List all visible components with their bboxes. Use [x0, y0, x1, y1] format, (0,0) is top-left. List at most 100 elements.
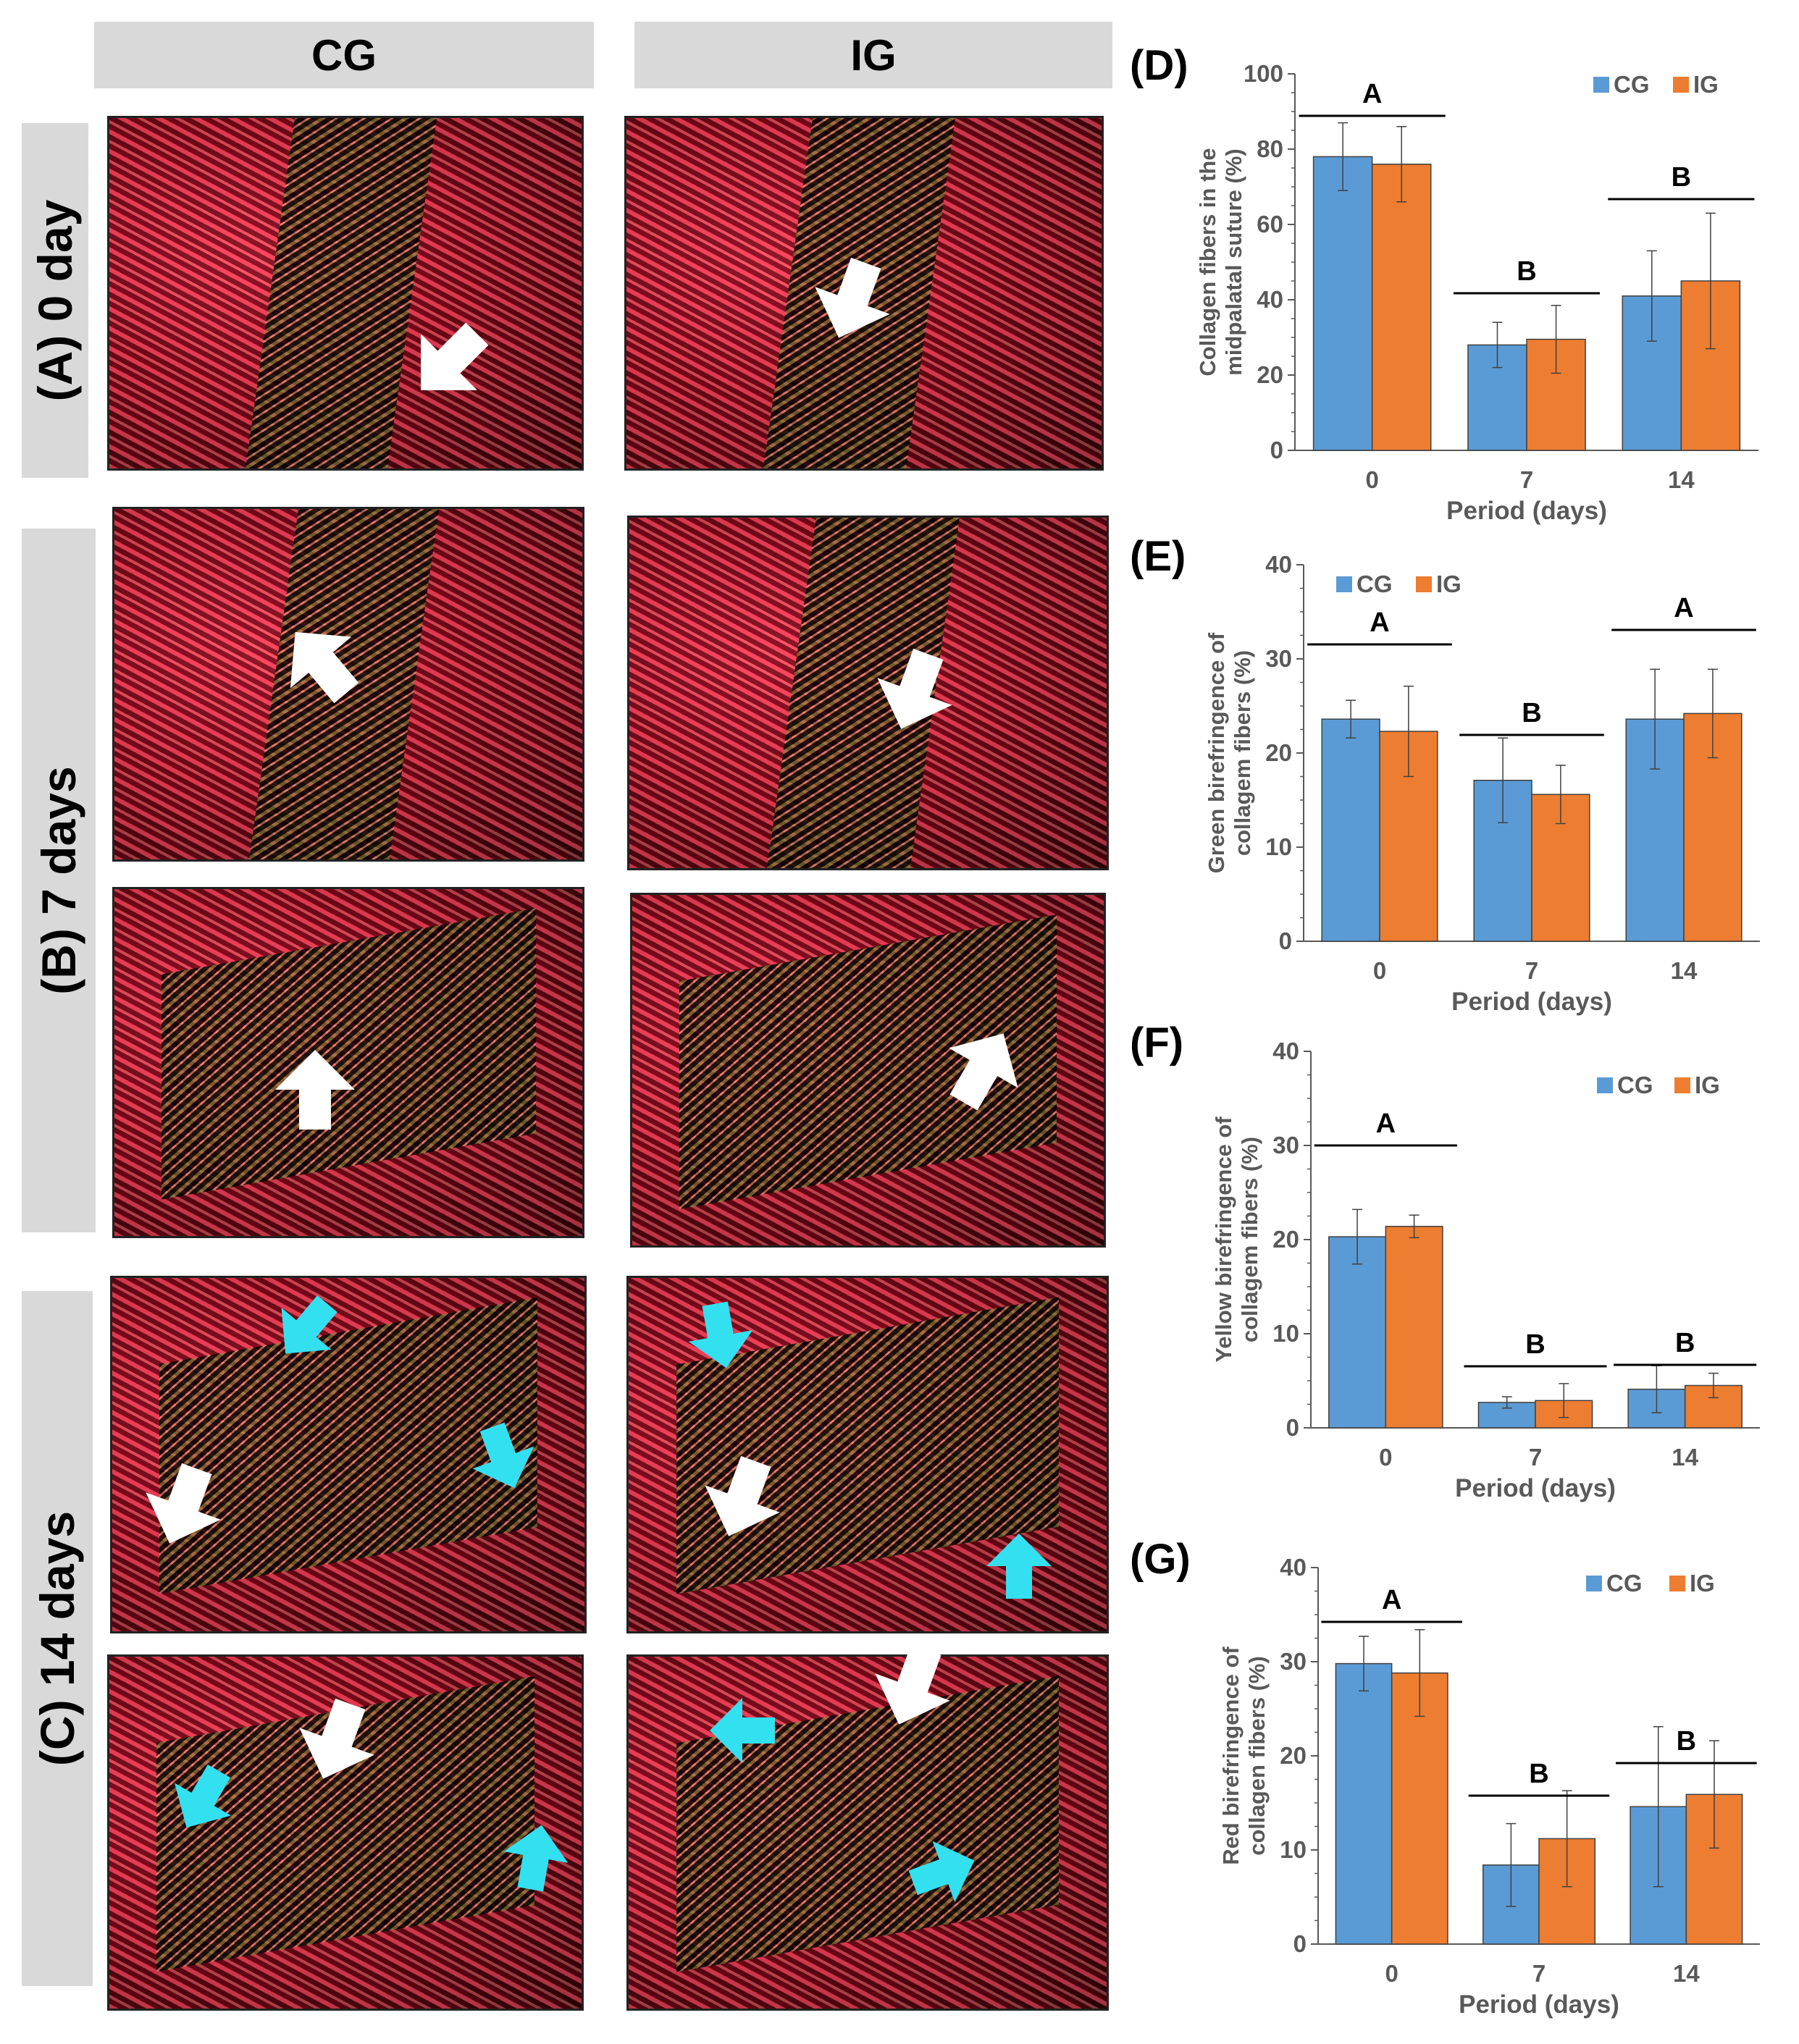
- y-tick-label: 10: [1265, 833, 1292, 860]
- panel-label: (E): [1130, 533, 1186, 580]
- y-axis-label: Collagen fibers in themidpalatal suture …: [1195, 148, 1246, 376]
- x-tick-label: 7: [1532, 1960, 1546, 1987]
- cyan-arrow-icon: [683, 1298, 758, 1374]
- x-tick-label: 7: [1529, 1444, 1542, 1471]
- chart-g: (G) 0 10 20 30 40 Red birefringence ofcollagen…: [1130, 1499, 1782, 2035]
- bar-ig-0: [1391, 1672, 1448, 1945]
- significance-letter: B: [1522, 698, 1541, 728]
- legend-swatch-ig: [1673, 77, 1689, 93]
- y-axis-label: Red birefringence ofcollagen fibers (%): [1218, 1646, 1270, 1865]
- x-tick-label: 14: [1672, 1444, 1698, 1471]
- y-axis-label: Green birefringence ofcollagem fibers (%…: [1204, 632, 1255, 873]
- x-tick-label: 0: [1365, 466, 1378, 493]
- significance-letter: A: [1376, 1109, 1396, 1139]
- panel-label: (F): [1130, 1019, 1183, 1067]
- legend-label-cg: CG: [1614, 71, 1650, 98]
- y-tick-label: 20: [1257, 361, 1283, 388]
- x-axis-label: Period (days): [1446, 497, 1607, 525]
- bar-cg-0: [1312, 156, 1373, 451]
- chart-d: (D) 0 20 40 60 80 100 Collagen fibers in themid…: [1130, 36, 1782, 543]
- legend-swatch-cg: [1586, 1576, 1602, 1591]
- micrograph-cg-7-days-b: [112, 887, 584, 1238]
- x-tick-label: 14: [1671, 957, 1698, 984]
- significance-letter: B: [1672, 162, 1691, 193]
- row-label-14-days: (C) 14 days: [22, 1291, 93, 1986]
- legend-label-ig: IG: [1693, 71, 1719, 98]
- white-arrow-icon: [802, 250, 904, 352]
- column-header-cg: CG: [94, 22, 594, 88]
- bar-ig-0: [1385, 1226, 1443, 1429]
- white-arrow-icon: [393, 306, 506, 419]
- bar-cg-0: [1321, 718, 1380, 942]
- legend-swatch-ig: [1416, 576, 1432, 592]
- y-tick-label: 80: [1257, 135, 1283, 162]
- x-tick-label: 0: [1373, 957, 1386, 984]
- y-tick-label: 20: [1280, 1742, 1307, 1769]
- y-tick-label: 0: [1293, 1930, 1307, 1957]
- y-tick-label: 100: [1244, 60, 1283, 87]
- row-label-0-day: (A) 0 day: [22, 123, 88, 478]
- legend-label-ig: IG: [1690, 1570, 1715, 1597]
- y-tick-label: 40: [1280, 1554, 1307, 1581]
- bar-cg-0: [1328, 1236, 1387, 1429]
- legend-label-cg: CG: [1606, 1570, 1643, 1597]
- micrograph-cg-0-day: [107, 116, 584, 471]
- y-tick-label: 0: [1279, 928, 1292, 954]
- white-arrow-icon: [275, 1050, 355, 1130]
- column-header-cg-label: CG: [311, 30, 377, 80]
- row-label-7-days: (B) 7 days: [22, 529, 96, 1232]
- micrograph-ig-14-days-b: [626, 1654, 1109, 2011]
- significance-letter: B: [1525, 1329, 1545, 1360]
- legend-swatch-cg: [1336, 576, 1352, 592]
- white-arrow-icon: [929, 1014, 1038, 1122]
- y-tick-label: 10: [1280, 1836, 1307, 1863]
- legend-swatch-ig: [1674, 1077, 1690, 1093]
- cyan-arrow-icon: [986, 1534, 1052, 1599]
- y-tick-label: 40: [1272, 1038, 1299, 1064]
- x-tick-label: 14: [1668, 466, 1695, 493]
- cyan-arrow-icon: [159, 1755, 248, 1844]
- panel-label: (G): [1130, 1536, 1191, 1583]
- y-tick-label: 30: [1272, 1132, 1299, 1158]
- cyan-arrow-icon: [261, 1283, 353, 1375]
- y-tick-label: 20: [1272, 1226, 1299, 1253]
- x-tick-label: 7: [1520, 466, 1533, 493]
- significance-letter: A: [1370, 607, 1389, 638]
- y-tick-label: 0: [1270, 437, 1283, 463]
- y-tick-label: 10: [1272, 1320, 1299, 1347]
- x-tick-label: 7: [1525, 957, 1538, 984]
- row-label-0-day-text: (A) 0 day: [28, 199, 82, 402]
- white-arrow-icon: [286, 1691, 388, 1793]
- x-tick-label: 0: [1385, 1960, 1398, 1987]
- legend-swatch-cg: [1597, 1077, 1613, 1093]
- significance-letter: A: [1674, 593, 1693, 623]
- y-tick-label: 20: [1265, 739, 1292, 766]
- significance-letter: B: [1677, 1726, 1696, 1757]
- x-tick-label: 14: [1673, 1960, 1700, 1987]
- white-arrow-icon: [862, 1636, 964, 1738]
- micrograph-ig-7-days-a: [627, 516, 1109, 870]
- micrograph-ig-7-days-b: [630, 893, 1106, 1248]
- bar-cg-0: [1335, 1662, 1393, 1945]
- legend-label-ig: IG: [1695, 1072, 1720, 1098]
- column-header-ig: IG: [634, 22, 1112, 88]
- row-label-7-days-text: (B) 7 days: [32, 766, 85, 995]
- panel-label: (D): [1130, 42, 1188, 89]
- legend-swatch-ig: [1669, 1576, 1685, 1591]
- legend-label-ig: IG: [1436, 571, 1462, 597]
- legend-label-cg: CG: [1356, 571, 1393, 597]
- significance-letter: B: [1675, 1328, 1695, 1358]
- y-axis-label: Yellow birefringence ofcollagem fibers (…: [1211, 1116, 1262, 1363]
- chart-e: (E) 0 10 20 30 40 Green birefringence ofcollag…: [1130, 521, 1782, 1016]
- y-tick-label: 40: [1257, 286, 1283, 313]
- significance-letter: A: [1362, 79, 1382, 109]
- white-arrow-icon: [864, 641, 966, 743]
- white-arrow-icon: [133, 1455, 235, 1557]
- row-label-14-days-text: (C) 14 days: [30, 1510, 84, 1767]
- significance-letter: A: [1382, 1585, 1401, 1615]
- column-header-ig-label: IG: [850, 30, 897, 80]
- y-tick-label: 0: [1286, 1414, 1299, 1441]
- legend-label-cg: CG: [1617, 1072, 1653, 1098]
- y-tick-label: 60: [1257, 211, 1283, 237]
- chart-f: (F) 0 10 20 30 40 Yellow birefringence ofcolla…: [1130, 1006, 1782, 1513]
